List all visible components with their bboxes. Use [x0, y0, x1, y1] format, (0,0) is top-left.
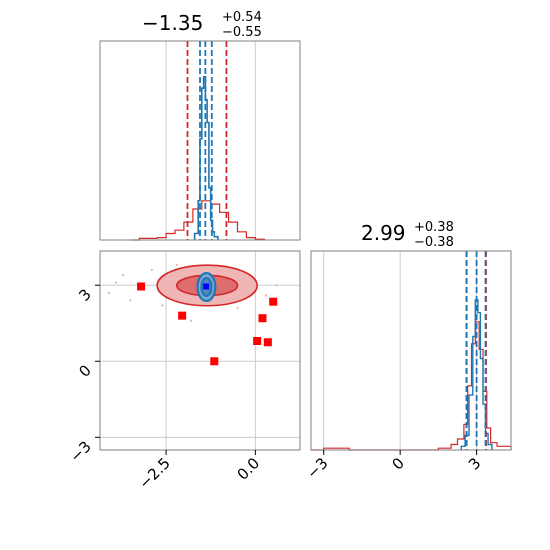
scatter-point: [150, 268, 153, 272]
square-marker: [258, 314, 267, 323]
panel-frame: [310, 250, 512, 451]
scatter-point: [236, 306, 239, 310]
square-marker: [269, 297, 278, 306]
histogram-red-param0: [130, 200, 265, 241]
scatter-point: [189, 319, 193, 322]
panel-frame: [99, 250, 301, 451]
x-tick-label: −3: [303, 454, 331, 482]
param0-title-plus: +0.54: [222, 10, 262, 25]
square-marker: [137, 282, 146, 291]
param1-histogram-panel: [310, 250, 512, 451]
y-tick-label: 0: [75, 361, 94, 380]
square-marker: [178, 311, 187, 320]
param0-title-minus: −0.55: [222, 25, 262, 40]
joint-contour-panel: [99, 250, 301, 451]
param0-histogram-panel: [99, 40, 301, 241]
x-tick-label: 3: [465, 454, 484, 473]
panel-frame: [99, 40, 301, 241]
param1-title-minus: −0.38: [414, 235, 454, 250]
y-tick-label: 3: [75, 285, 94, 304]
scatter-point: [264, 294, 268, 297]
scatter-point: [129, 299, 132, 302]
param1-title: 2.99 +0.38 −0.38: [361, 220, 454, 250]
param0-title-value: −1.35: [142, 11, 203, 35]
scatter-point: [175, 263, 178, 267]
scatter-point: [122, 273, 125, 277]
y-tick-label: −3: [66, 437, 94, 465]
square-marker: [263, 338, 272, 347]
square-marker: [253, 336, 262, 345]
param1-title-plus: +0.38: [414, 220, 454, 235]
panel-background: [311, 251, 511, 450]
scatter-point: [275, 284, 278, 287]
x-tick-label: −2.5: [135, 454, 173, 492]
scatter-point: [161, 304, 164, 307]
scatter-point: [107, 291, 111, 294]
x-tick-label: 0: [389, 454, 408, 473]
truth-marker: [203, 283, 210, 290]
param0-title: −1.35 +0.54 −0.55: [142, 10, 262, 40]
square-marker: [210, 357, 219, 366]
scatter-point: [114, 281, 118, 284]
x-tick-label: 0.0: [234, 454, 264, 484]
param1-title-value: 2.99: [361, 221, 406, 245]
